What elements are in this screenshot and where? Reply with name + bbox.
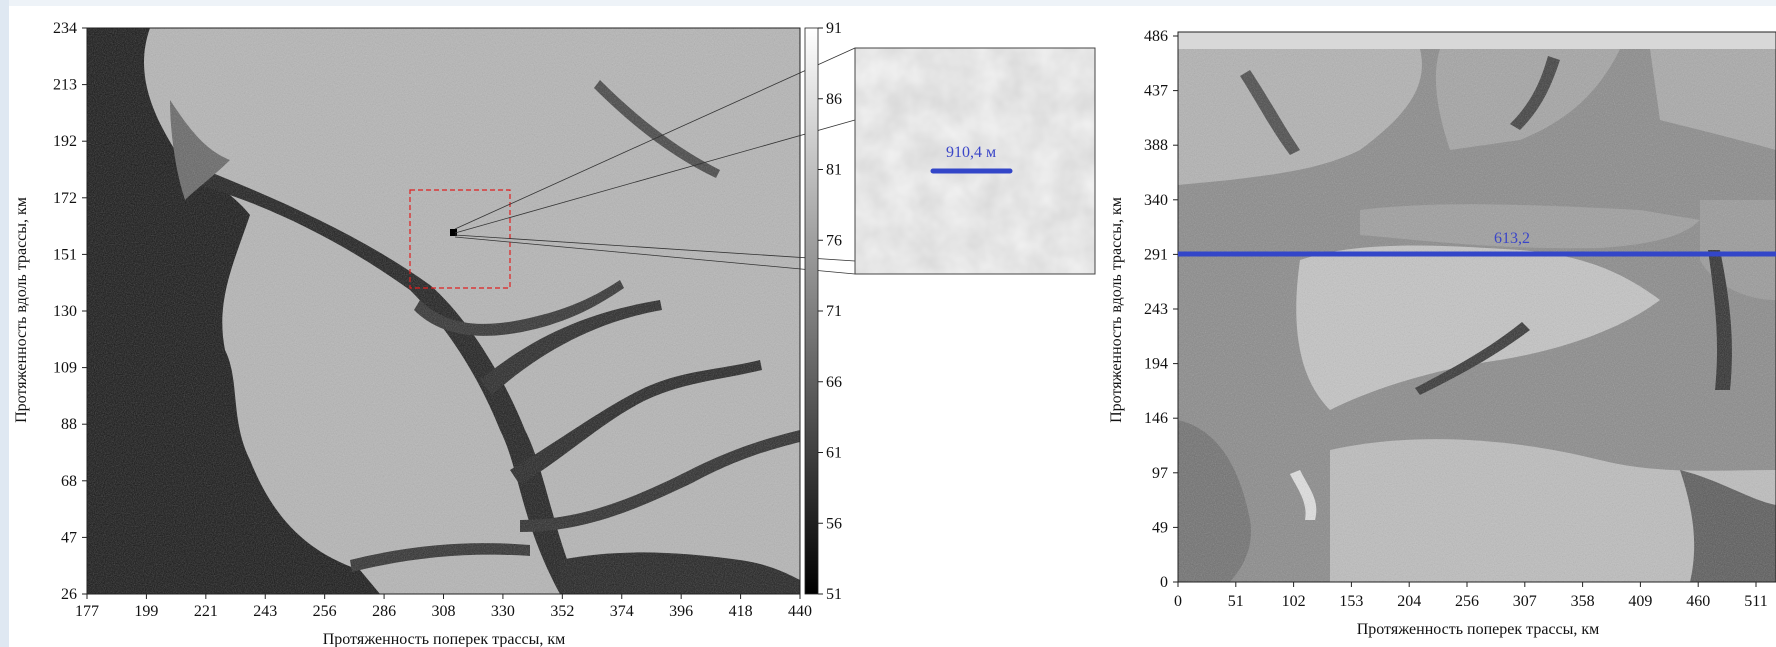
left-x-tick-label: 243	[253, 603, 277, 620]
right-sar-image	[1178, 49, 1776, 582]
right-x-tick-label: 153	[1339, 593, 1363, 610]
colorbar-tick-label: 66	[826, 374, 842, 391]
right-x-tick-label: 460	[1686, 593, 1710, 610]
right-image-frame	[1177, 31, 1776, 583]
colorbar-ticks: 91 86 81 76 71 66 61 56 51	[818, 20, 842, 603]
right-y-tick-label: 49	[1152, 519, 1168, 536]
right-y-tick-label: 486	[1144, 28, 1168, 45]
left-y-tick-label: 172	[53, 190, 77, 207]
colorbar-tick-label: 61	[826, 445, 842, 462]
colorbar-tick-label: 81	[826, 162, 842, 179]
right-x-tick-label: 307	[1513, 593, 1537, 610]
roi-box	[409, 189, 511, 289]
left-y-tick-label: 109	[53, 360, 77, 377]
left-x-tick-label: 440	[788, 603, 812, 620]
right-x-tick-label: 0	[1174, 593, 1182, 610]
colorbar	[804, 27, 819, 595]
left-y-tick-label: 192	[53, 133, 77, 150]
left-y-tick-label: 234	[53, 20, 77, 37]
roi-point	[450, 229, 457, 236]
inset-distance-label: 910,4 м	[946, 144, 996, 161]
left-y-ticks: 234 213 192 172 151 130 109 88 68 47 26	[53, 20, 87, 603]
colorbar-tick-label: 56	[826, 515, 842, 532]
zoom-connector-lines	[454, 47, 856, 275]
right-y-axis-title: Протяженность вдоль трассы, км	[1108, 197, 1125, 423]
left-x-tick-label: 286	[372, 603, 396, 620]
right-y-tick-label: 437	[1144, 83, 1168, 100]
colorbar-tick-label: 71	[826, 303, 842, 320]
left-x-tick-label: 352	[550, 603, 574, 620]
right-y-tick-label: 388	[1144, 137, 1168, 154]
left-x-tick-label: 199	[134, 603, 158, 620]
left-x-axis-title: Протяженность поперек трассы, км	[323, 631, 566, 647]
right-y-tick-label: 340	[1144, 192, 1168, 209]
left-y-tick-label: 88	[61, 416, 77, 433]
left-x-ticks: 177 199 221 243 256 286 308 330 352 374 396 418 440	[75, 594, 812, 620]
right-x-tick-label: 102	[1282, 593, 1306, 610]
right-y-tick-label: 0	[1160, 574, 1168, 591]
left-y-tick-label: 213	[53, 77, 77, 94]
right-y-ticks: 486 437 388 340 291 243 194 146 97 49 0	[1144, 28, 1178, 591]
left-x-tick-label: 330	[491, 603, 515, 620]
zoom-inset: 910,4 м	[854, 47, 1096, 275]
right-y-tick-label: 97	[1152, 465, 1168, 482]
window-top-border	[0, 0, 1776, 6]
measurement-line-label: 613,2	[1494, 230, 1530, 247]
right-x-axis-title: Протяженность поперек трассы, км	[1357, 621, 1600, 638]
right-x-tick-label: 358	[1571, 593, 1595, 610]
colorbar-tick-label: 86	[826, 91, 842, 108]
left-y-tick-label: 130	[53, 303, 77, 320]
right-image-top-strip	[1178, 32, 1776, 49]
right-x-tick-label: 51	[1228, 593, 1244, 610]
left-x-tick-label: 221	[194, 603, 218, 620]
left-x-tick-label: 308	[432, 603, 456, 620]
window-left-border	[0, 0, 9, 647]
left-x-tick-label: 418	[729, 603, 753, 620]
left-x-tick-label: 177	[75, 603, 99, 620]
left-y-tick-label: 68	[61, 473, 77, 490]
right-x-tick-label: 204	[1397, 593, 1421, 610]
colorbar-tick-label: 51	[826, 586, 842, 603]
right-y-tick-label: 291	[1144, 246, 1168, 263]
left-sar-image	[87, 28, 800, 594]
left-y-tick-label: 151	[53, 246, 77, 263]
colorbar-tick-label: 76	[826, 232, 842, 249]
left-y-tick-label: 47	[61, 529, 77, 546]
right-x-tick-label: 409	[1628, 593, 1652, 610]
right-x-ticks: 0 51 102 153 204 256 307 358 409 460 511	[1174, 582, 1768, 610]
left-x-tick-label: 396	[669, 603, 693, 620]
left-y-axis-title: Протяженность вдоль трассы, км	[13, 197, 30, 423]
colorbar-tick-label: 91	[826, 20, 842, 37]
right-y-tick-label: 243	[1144, 301, 1168, 318]
left-y-tick-label: 26	[61, 586, 77, 603]
right-x-tick-label: 256	[1455, 593, 1479, 610]
right-y-tick-label: 146	[1144, 410, 1168, 427]
right-y-tick-label: 194	[1144, 356, 1168, 373]
right-x-tick-label: 511	[1744, 593, 1767, 610]
left-x-tick-label: 256	[313, 603, 337, 620]
left-x-tick-label: 374	[610, 603, 634, 620]
